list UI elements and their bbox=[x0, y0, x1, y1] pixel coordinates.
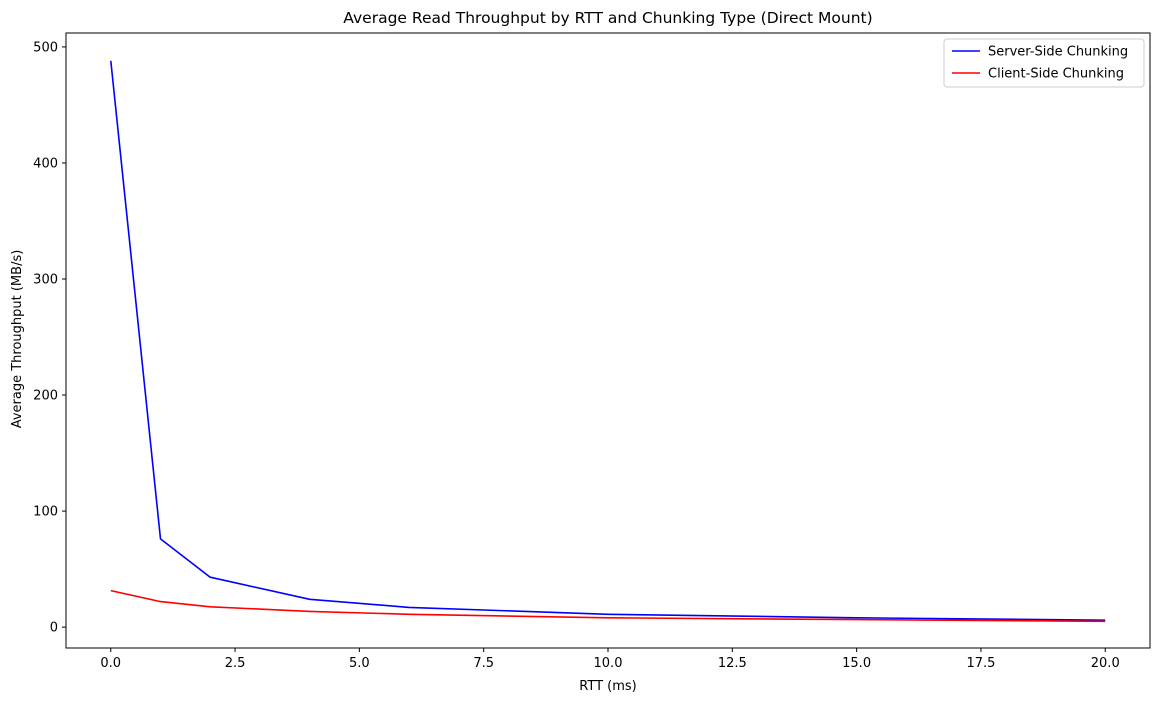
x-tick-label: 7.5 bbox=[473, 656, 494, 671]
y-tick-label: 300 bbox=[33, 273, 58, 288]
x-tick-label: 12.5 bbox=[718, 656, 747, 671]
y-axis-title: Average Throughput (MB/s) bbox=[10, 250, 25, 429]
plot-area: 0.0 2.5 5.0 7.5 10.0 12.5 15.0 17.5 20.0 0 100 200 3… bbox=[33, 32, 1151, 671]
x-tick-label: 2.5 bbox=[225, 656, 246, 671]
axes-frame bbox=[65, 32, 1151, 649]
series-line-2 bbox=[110, 589, 1106, 623]
legend-label: Client-Side Chunking bbox=[988, 67, 1124, 82]
x-tick-label: 0.0 bbox=[100, 656, 121, 671]
y-tick-label: 400 bbox=[33, 156, 58, 171]
x-tick-label: 5.0 bbox=[349, 656, 370, 671]
legend: Server-Side Chunking Client-Side Chunking bbox=[943, 38, 1145, 88]
x-tick-label: 10.0 bbox=[594, 656, 623, 671]
x-tick-label: 17.5 bbox=[966, 656, 995, 671]
y-tick-label: 500 bbox=[33, 40, 58, 55]
legend-label: Server-Side Chunking bbox=[988, 45, 1128, 60]
chart-title: Average Read Throughput by RTT and Chunk… bbox=[343, 9, 872, 27]
x-axis-title: RTT (ms) bbox=[579, 679, 636, 694]
y-tick-label: 0 bbox=[50, 621, 58, 636]
y-tick-label: 100 bbox=[33, 505, 58, 520]
series-line-1 bbox=[110, 60, 1106, 621]
y-tick-label: 200 bbox=[33, 389, 58, 404]
x-tick-label: 20.0 bbox=[1091, 656, 1120, 671]
legend-box bbox=[943, 38, 1145, 88]
x-tick-label: 15.0 bbox=[842, 656, 871, 671]
